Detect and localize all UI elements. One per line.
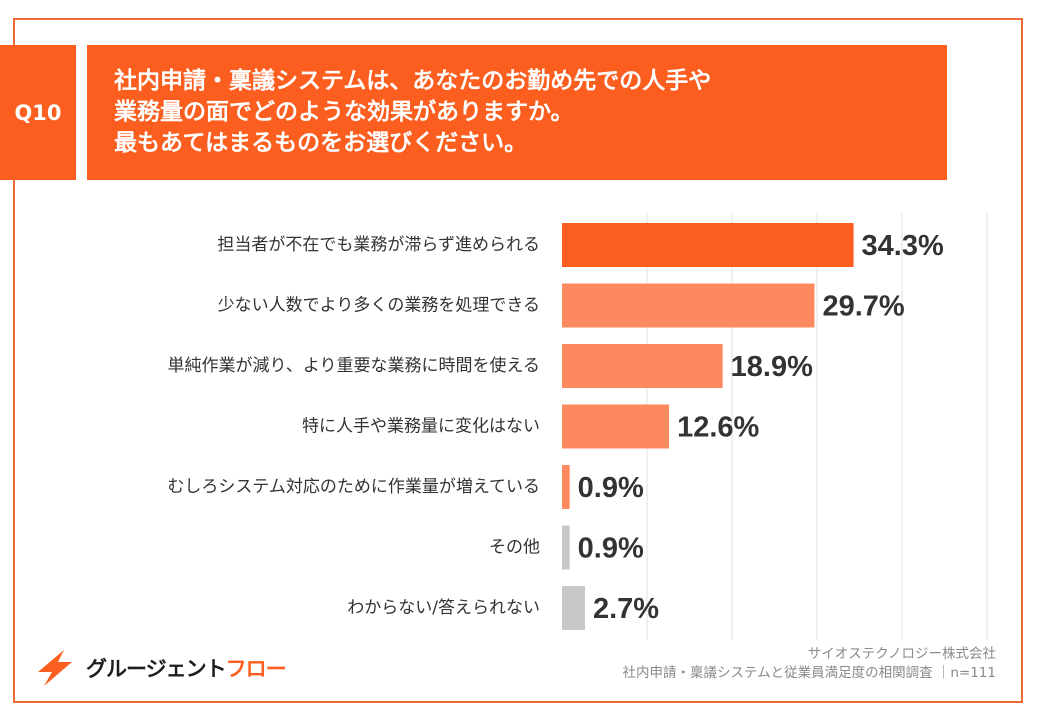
category-label: その他 [489,538,540,558]
question-line-2: 業務量の面でどのような効果がありますか。 [114,99,574,125]
question-number: Q10 [14,100,62,125]
question-line-3: 最もあてはまるものをお選びください。 [114,130,528,156]
bar [562,525,570,570]
bar [562,223,854,267]
question-box: 社内申請・稟議システムは、あなたのお勤め先での人手や 業務量の面でどのような効果… [87,45,947,180]
data-label: 34.3% [862,230,944,262]
question-number-badge: Q10 [0,45,76,180]
bar [562,344,723,388]
category-label: 単純作業が減り、より重要な業務に時間を使える [168,355,540,376]
question-line-1: 社内申請・稟議システムは、あなたのお勤め先での人手や [114,68,712,94]
data-label: 18.9% [731,351,813,383]
brand-name-accent: フロー [225,656,287,681]
brand-name: グルージェントフロー [86,653,287,683]
brand-name-dark: グルージェント [86,656,227,681]
source-company: サイオステクノロジー株式会社 [807,646,996,662]
data-label: 12.6% [677,412,759,444]
category-label: 担当者が不在でも業務が滞らず進められる [217,235,540,255]
data-label: 2.7% [593,593,659,625]
category-label: むしろシステム対応のために作業量が増えている [167,477,540,497]
brand-logo: グルージェントフロー [30,645,287,690]
category-label: 特に人手や業務量に変化はない [302,417,540,437]
data-label: 0.9% [578,472,644,504]
lightning-logo-icon [38,649,72,686]
data-label: 0.9% [578,533,644,565]
bar [562,586,585,630]
bar [562,465,570,509]
category-label: 少ない人数でより多くの業務を処理できる [218,296,540,316]
data-label: 29.7% [822,291,904,323]
source-note: サイオステクノロジー株式会社 社内申請・稟議システムと従業員満足度の相関調査 ｜… [622,645,996,683]
bar [562,404,670,449]
bar [562,283,815,328]
category-label: わからない/答えられない [347,598,540,618]
card-frame [13,18,1023,703]
source-survey: 社内申請・稟議システムと従業員満足度の相関調査 ｜n=111 [622,665,996,681]
